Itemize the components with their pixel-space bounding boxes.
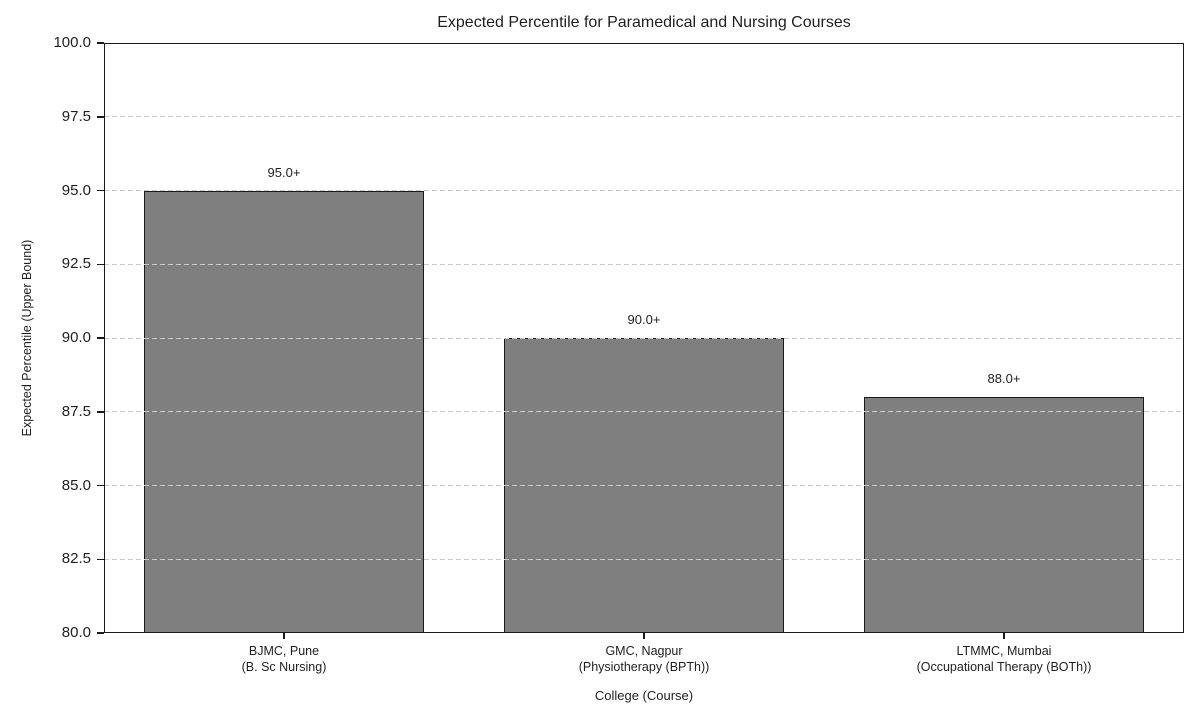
bar xyxy=(863,397,1145,633)
gridline xyxy=(104,263,1184,265)
gridline xyxy=(104,116,1184,118)
gridline xyxy=(104,411,1184,413)
gridline xyxy=(104,190,1184,191)
bar-value-label: 90.0+ xyxy=(627,312,661,327)
y-tick-label: 97.5 xyxy=(61,107,91,125)
y-tick-mark xyxy=(97,189,104,192)
gridline xyxy=(104,558,1184,560)
y-tick-mark xyxy=(97,484,104,487)
y-tick-label: 95.0 xyxy=(61,181,91,199)
y-axis-label: Expected Percentile (Upper Bound) xyxy=(20,239,34,437)
bar-value-label: 95.0+ xyxy=(267,164,301,180)
chart-title: Expected Percentile for Paramedical and … xyxy=(437,14,851,31)
bar-value-label: 88.0+ xyxy=(987,371,1021,386)
y-tick-label: 80.0 xyxy=(61,624,91,641)
x-tick-label: GMC, Nagpur (Physiotherapy (BPTh)) xyxy=(578,644,710,675)
y-tick-label: 100.0 xyxy=(53,34,91,51)
x-tick-label: BJMC, Pune (B. Sc Nursing) xyxy=(241,644,327,675)
x-tick-mark xyxy=(283,633,285,639)
y-tick-mark xyxy=(97,558,104,560)
y-tick-label: 85.0 xyxy=(61,476,91,494)
y-tick-mark xyxy=(97,632,104,634)
x-axis-label: College (Course) xyxy=(594,688,694,703)
gridline xyxy=(104,485,1184,486)
y-tick-mark xyxy=(97,411,104,413)
y-tick-label: 82.5 xyxy=(61,550,91,568)
y-tick-label: 87.5 xyxy=(61,402,91,420)
y-tick-mark xyxy=(97,263,104,265)
y-tick-mark xyxy=(97,116,104,118)
gridline xyxy=(104,337,1184,339)
y-tick-label: 90.0 xyxy=(61,329,91,346)
y-tick-mark xyxy=(97,337,104,339)
x-tick-label: LTMMC, Mumbai (Occupational Therapy (BOT… xyxy=(916,644,1092,675)
y-tick-label: 92.5 xyxy=(61,255,91,273)
x-tick-mark xyxy=(643,633,645,639)
y-tick-mark xyxy=(97,42,104,44)
x-tick-mark xyxy=(1003,633,1005,639)
